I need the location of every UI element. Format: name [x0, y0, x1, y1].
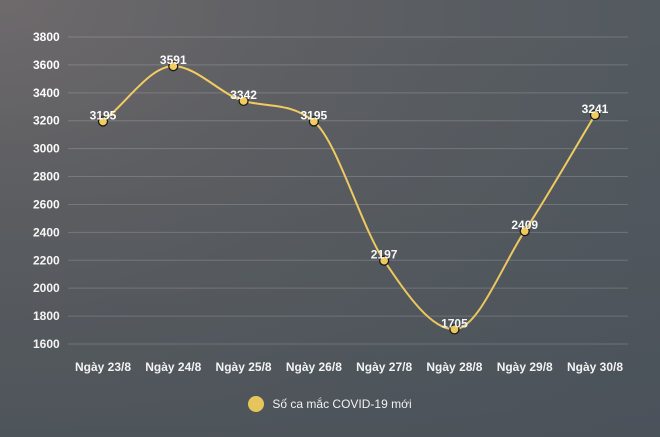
x-tick-label: Ngày 23/8 [75, 360, 131, 374]
y-tick-label: 3400 [33, 86, 60, 100]
data-label: 3195 [301, 108, 328, 122]
x-tick-label: Ngày 29/8 [497, 360, 553, 374]
legend[interactable]: Số ca mắc COVID-19 mới [0, 396, 660, 412]
data-point[interactable] [238, 95, 249, 107]
y-tick-label: 1800 [33, 309, 60, 323]
series-line [102, 65, 596, 331]
data-point[interactable] [449, 324, 460, 335]
data-label: 1705 [441, 316, 468, 330]
y-tick-label: 2400 [33, 225, 60, 239]
data-label: 3342 [230, 88, 257, 102]
x-tick-label: Ngày 24/8 [145, 360, 201, 374]
data-label: 3241 [582, 102, 609, 116]
y-tick-label: 3600 [33, 58, 60, 72]
legend-label: Số ca mắc COVID-19 mới [272, 397, 412, 411]
x-axis-ticks: Ngày 23/8 Ngày 24/8 Ngày 25/8 Ngày 26/8 Ngày… [75, 360, 623, 374]
data-point[interactable] [519, 225, 530, 237]
data-label: 2197 [371, 248, 398, 262]
y-tick-label: 2600 [33, 197, 60, 211]
series-line-layer [102, 65, 596, 331]
y-tick-label: 3800 [33, 30, 60, 44]
y-tick-label: 3200 [33, 114, 60, 128]
x-tick-label: Ngày 30/8 [567, 360, 623, 374]
y-axis-ticks: 1600 1800 2000 2200 2400 2600 2800 3000 3200 3400… [33, 30, 60, 351]
y-tick-label: 1600 [33, 337, 60, 351]
y-tick-label: 3000 [33, 142, 60, 156]
legend-swatch-icon [248, 396, 265, 412]
x-tick-label: Ngày 27/8 [356, 360, 412, 374]
data-label: 2409 [511, 218, 538, 232]
y-tick-label: 2000 [33, 281, 60, 295]
data-point[interactable] [97, 116, 109, 127]
y-tick-label: 2800 [33, 170, 60, 184]
data-labels: 3195 3591 3342 3195 2197 1705 2409 3241 [90, 53, 609, 330]
x-tick-label: Ngày 28/8 [426, 360, 482, 374]
data-point[interactable] [168, 61, 179, 72]
data-points [97, 61, 601, 335]
x-tick-label: Ngày 25/8 [216, 360, 272, 374]
y-tick-label: 2200 [33, 253, 60, 267]
data-label: 3591 [160, 53, 187, 67]
data-point[interactable] [378, 255, 390, 266]
grid-lines [68, 36, 628, 345]
data-label: 3195 [90, 108, 117, 122]
data-point[interactable] [308, 116, 320, 127]
data-point[interactable] [589, 109, 601, 121]
x-tick-label: Ngày 26/8 [286, 360, 342, 374]
